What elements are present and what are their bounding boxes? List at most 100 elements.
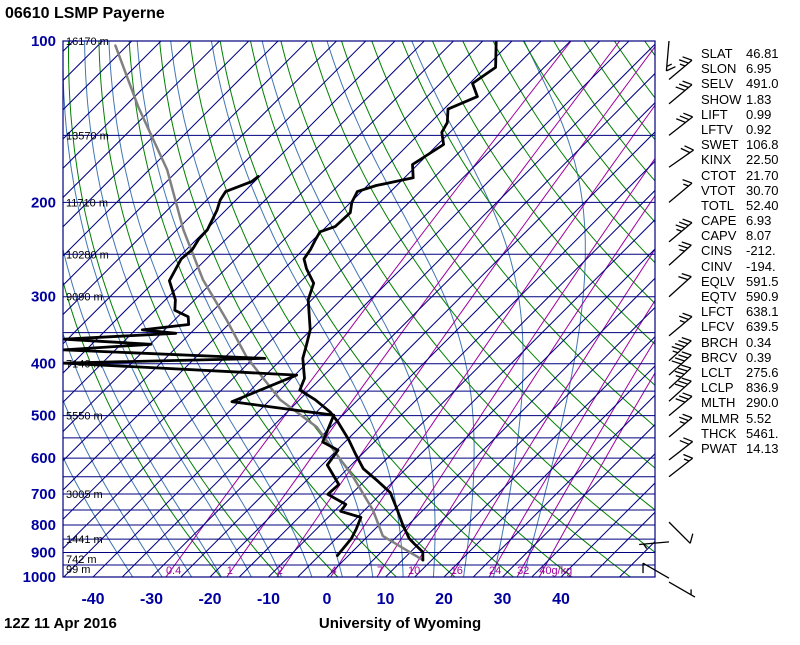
stat-value: 836.9	[746, 380, 779, 395]
background-grid	[0, 41, 800, 589]
stat-label: CAPV	[701, 228, 746, 243]
temp-tick-label: -40	[81, 591, 104, 608]
stat-value: 639.5	[746, 319, 779, 334]
stat-label: SWET	[701, 137, 746, 152]
height-label: 5550 m	[66, 411, 103, 423]
stat-label: LFCV	[701, 319, 746, 334]
pressure-tick-label: 700	[31, 486, 56, 503]
stat-label: MLTH	[701, 395, 746, 410]
wind-barb	[669, 113, 693, 135]
pressure-tick-label: 800	[31, 517, 56, 534]
stat-label: LCLT	[701, 365, 746, 380]
height-label: 13570 m	[66, 130, 109, 142]
stat-label: THCK	[701, 426, 746, 441]
height-label: 99 m	[66, 564, 90, 576]
dewpoint-trace	[63, 177, 361, 556]
stat-value: 5461.	[746, 426, 779, 441]
temp-tick-label: 40	[552, 591, 570, 608]
stat-label: CINS	[701, 243, 746, 258]
mixing-ratio-label: 4	[331, 565, 337, 577]
wind-barb	[669, 414, 692, 437]
stat-value: 6.93	[746, 213, 771, 228]
mixing-ratio-label: 7	[377, 565, 383, 577]
stat-label: LCLP	[701, 380, 746, 395]
mixing-ratio-label: 1	[227, 565, 233, 577]
stat-value: 591.5	[746, 274, 779, 289]
wind-barb	[669, 219, 692, 242]
temp-tick-label: -30	[140, 591, 163, 608]
temp-tick-label: -10	[257, 591, 280, 608]
footer-credit: University of Wyoming	[290, 615, 510, 632]
height-label: 1441 m	[66, 534, 103, 546]
stat-label: SELV	[701, 76, 746, 91]
temp-tick-label: 10	[377, 591, 395, 608]
stat-value: 5.52	[746, 411, 771, 426]
wind-barb	[669, 242, 691, 265]
stat-value: 8.07	[746, 228, 771, 243]
stat-value: 290.0	[746, 395, 779, 410]
parcel-trace	[115, 46, 423, 561]
stat-value: 0.34	[746, 335, 771, 350]
pressure-tick-label: 400	[31, 356, 56, 373]
stat-label: SLAT	[701, 46, 746, 61]
pressure-tick-label: 1000	[23, 569, 56, 586]
stat-label: MLMR	[701, 411, 746, 426]
wind-barb	[669, 81, 692, 104]
wind-barb	[669, 313, 692, 336]
pressure-tick-label: 900	[31, 544, 56, 561]
stat-value: 6.95	[746, 61, 771, 76]
height-label: 16170 m	[66, 36, 109, 48]
stat-label: CTOT	[701, 168, 746, 183]
stat-value: 590.9	[746, 289, 779, 304]
mixing-ratio-label: 40g/kg	[539, 565, 572, 577]
stat-value: 21.70	[746, 168, 779, 183]
mixing-ratio-label: 24	[489, 565, 501, 577]
stat-label: KINX	[701, 152, 746, 167]
wind-barb	[669, 393, 692, 416]
pressure-tick-label: 100	[31, 33, 56, 50]
wind-barb	[669, 582, 695, 597]
stat-value: 0.39	[746, 350, 771, 365]
stat-value: 46.81	[746, 46, 779, 61]
stat-value: 1.83	[746, 92, 771, 107]
stat-label: TOTL	[701, 198, 746, 213]
pressure-tick-label: 300	[31, 289, 56, 306]
stat-value: -194.	[746, 259, 776, 274]
footer-date: 12Z 11 Apr 2016	[4, 615, 117, 632]
stat-value: 106.8	[746, 137, 779, 152]
mixing-ratio-label: 32	[517, 565, 529, 577]
stat-label: EQTV	[701, 289, 746, 304]
temp-tick-label: 0	[323, 591, 332, 608]
mixing-ratio-label: 16	[451, 565, 463, 577]
stat-label: EQLV	[701, 274, 746, 289]
pressure-tick-label: 500	[31, 408, 56, 425]
stat-label: CINV	[701, 259, 746, 274]
height-label: 3005 m	[66, 489, 103, 501]
height-label: 11710 m	[66, 197, 108, 209]
wind-barb	[669, 378, 691, 401]
wind-barb	[669, 274, 691, 297]
stat-value: 491.0	[746, 76, 779, 91]
wind-barb	[669, 522, 693, 543]
